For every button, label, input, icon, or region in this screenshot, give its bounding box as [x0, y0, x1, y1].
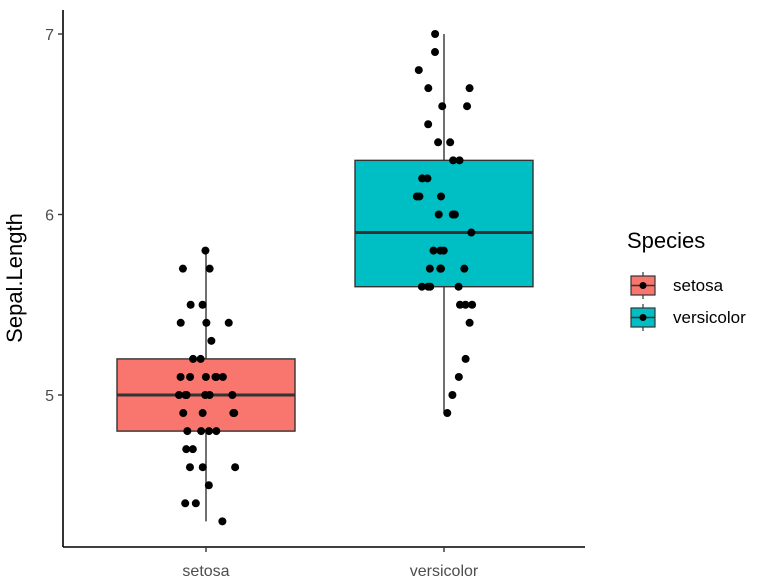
data-point-versicolor	[463, 102, 472, 111]
data-point-setosa	[202, 318, 211, 327]
data-point-setosa	[176, 318, 185, 327]
data-point-versicolor	[423, 174, 432, 183]
data-point-setosa	[201, 372, 210, 381]
y-tick-label: 5	[45, 388, 54, 405]
data-point-setosa	[182, 445, 191, 454]
legend-label: versicolor	[673, 308, 746, 327]
data-point-versicolor	[424, 120, 433, 129]
data-point-versicolor	[448, 210, 457, 219]
data-point-versicolor	[454, 372, 463, 381]
data-point-versicolor	[414, 66, 423, 75]
data-point-setosa	[198, 463, 207, 472]
data-point-versicolor	[434, 138, 443, 147]
data-point-versicolor	[467, 228, 476, 237]
data-point-versicolor	[446, 138, 455, 147]
data-point-setosa	[186, 300, 195, 309]
data-point-setosa	[201, 246, 210, 255]
data-point-versicolor	[426, 282, 435, 291]
data-point-versicolor	[436, 264, 445, 273]
box-versicolor	[354, 159, 534, 288]
data-point-versicolor	[454, 282, 463, 291]
data-point-setosa	[191, 499, 200, 508]
data-point-versicolor	[448, 391, 457, 399]
data-point-setosa	[212, 427, 221, 436]
data-point-versicolor	[412, 192, 421, 201]
data-point-versicolor	[429, 246, 438, 255]
data-point-setosa	[229, 409, 238, 418]
data-point-versicolor	[455, 300, 464, 309]
axes: 5 6 7 setosa versicolor	[45, 10, 585, 580]
data-point-setosa	[178, 264, 187, 273]
data-point-versicolor	[465, 84, 474, 93]
x-tick-label: setosa	[182, 563, 229, 580]
data-point-versicolor	[439, 246, 448, 255]
data-point-setosa	[228, 391, 237, 399]
data-point-setosa	[188, 445, 197, 454]
data-point-versicolor	[461, 300, 470, 309]
data-point-versicolor	[443, 409, 452, 418]
data-point-versicolor	[460, 264, 469, 273]
data-point-setosa	[218, 517, 227, 526]
data-point-setosa	[204, 481, 213, 490]
data-point-setosa	[231, 463, 240, 472]
data-point-setosa	[189, 354, 198, 363]
legend-key-point	[639, 314, 647, 321]
data-point-setosa	[197, 427, 206, 436]
data-point-versicolor	[417, 282, 426, 291]
data-point-setosa	[198, 300, 207, 309]
data-point-setosa	[207, 336, 216, 345]
data-point-setosa	[205, 264, 214, 273]
data-point-versicolor	[434, 210, 443, 219]
data-point-setosa	[181, 499, 190, 508]
legend-label: setosa	[673, 276, 724, 295]
data-point-versicolor	[438, 102, 447, 111]
data-point-setosa	[185, 463, 194, 472]
data-point-setosa	[186, 372, 195, 381]
x-tick-label: versicolor	[410, 563, 479, 580]
data-point-setosa	[218, 372, 227, 381]
data-point-setosa	[212, 372, 221, 381]
data-point-setosa	[182, 391, 191, 399]
data-point-versicolor	[468, 300, 477, 309]
data-point-setosa	[205, 427, 214, 436]
data-point-versicolor	[465, 318, 474, 327]
data-point-setosa	[224, 318, 233, 327]
data-point-setosa	[196, 354, 205, 363]
plot-area	[116, 30, 534, 526]
y-tick-label: 7	[45, 27, 54, 44]
data-point-versicolor	[424, 84, 433, 93]
legend-title: Species	[627, 228, 705, 253]
legend: Species setosa versicolor	[627, 228, 746, 331]
data-point-versicolor	[461, 354, 470, 363]
data-point-setosa	[179, 409, 188, 418]
data-point-setosa	[183, 427, 192, 436]
y-tick-label: 6	[45, 208, 54, 225]
data-point-setosa	[201, 391, 210, 399]
data-point-setosa	[175, 391, 184, 399]
y-axis-title: Sepal.Length	[2, 213, 27, 343]
data-point-versicolor	[425, 264, 434, 273]
data-point-setosa	[198, 409, 207, 418]
data-point-versicolor	[431, 48, 440, 57]
data-point-setosa	[176, 372, 185, 381]
legend-key-point	[639, 282, 647, 289]
data-point-versicolor	[455, 156, 464, 165]
data-point-versicolor	[449, 156, 458, 165]
data-point-versicolor	[431, 30, 440, 38]
legend-item-versicolor: versicolor	[630, 304, 746, 331]
legend-item-setosa: setosa	[630, 272, 724, 299]
data-point-versicolor	[437, 192, 446, 201]
